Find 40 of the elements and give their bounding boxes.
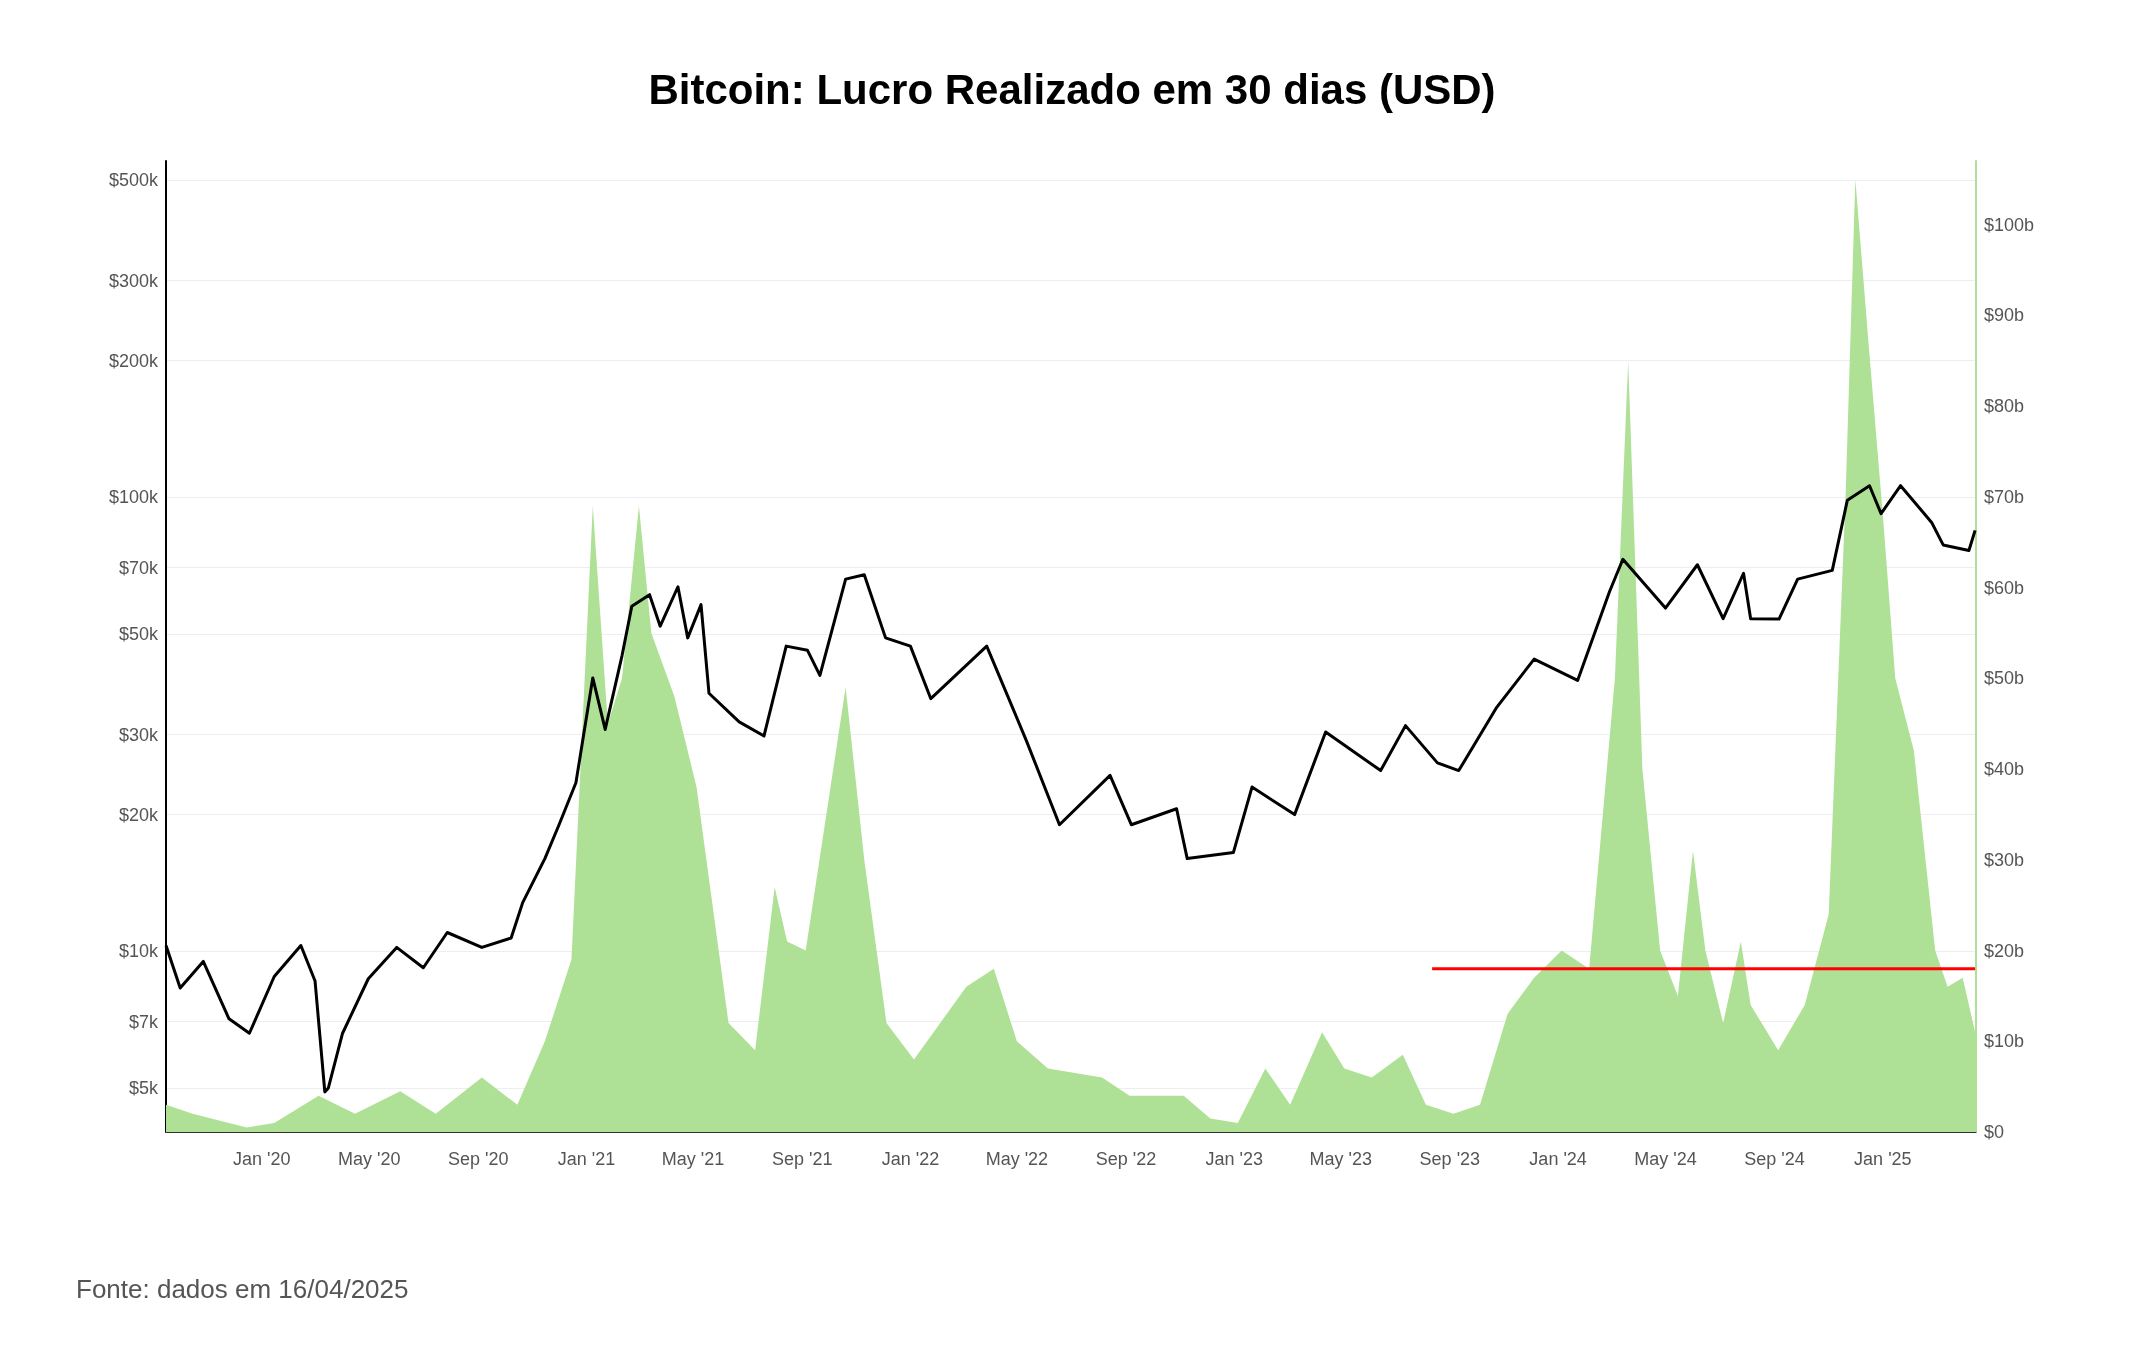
y-tick-label: $200k bbox=[108, 350, 159, 371]
x-tick-label: May '24 bbox=[1634, 1149, 1697, 1169]
x-tick-label: Jan '24 bbox=[1529, 1149, 1587, 1169]
y2-tick-label: $20b bbox=[1984, 940, 2025, 961]
y2-tick-label: $70b bbox=[1984, 486, 2025, 507]
y2-tick-label: $90b bbox=[1984, 305, 2025, 326]
y-tick-label: $50k bbox=[118, 623, 159, 644]
y2-tick-label: $40b bbox=[1984, 759, 2025, 780]
x-tick-label: Sep '24 bbox=[1744, 1149, 1805, 1169]
x-tick-label: Jan '25 bbox=[1854, 1149, 1912, 1169]
y2-tick-label: $0 bbox=[1984, 1122, 2005, 1142]
y2-tick-label: $30b bbox=[1984, 849, 2025, 870]
y-tick-label: $70k bbox=[118, 557, 159, 578]
y-tick-label: $20k bbox=[118, 804, 159, 825]
x-tick-label: May '21 bbox=[661, 1149, 725, 1169]
x-tick-label: Sep '20 bbox=[448, 1149, 509, 1169]
source-note: Fonte: dados em 16/04/2025 bbox=[76, 1274, 409, 1304]
y2-tick-label: $80b bbox=[1984, 396, 2025, 417]
y-tick-label: $10k bbox=[118, 941, 159, 962]
x-tick-label: May '23 bbox=[1309, 1149, 1372, 1169]
chart-title: Bitcoin: Lucro Realizado em 30 dias (USD) bbox=[648, 65, 1496, 113]
x-tick-label: May '20 bbox=[337, 1149, 401, 1169]
y-tick-label: $5k bbox=[128, 1077, 159, 1098]
y2-tick-label: $50b bbox=[1984, 668, 2025, 689]
y-tick-label: $7k bbox=[128, 1011, 159, 1032]
x-tick-label: Sep '23 bbox=[1419, 1149, 1481, 1169]
y2-tick-label: $10b bbox=[1984, 1031, 2025, 1052]
y-tick-label: $300k bbox=[108, 270, 159, 291]
x-tick-label: Sep '22 bbox=[1095, 1149, 1157, 1169]
x-tick-label: Jan '20 bbox=[233, 1149, 291, 1169]
x-tick-label: May '22 bbox=[985, 1149, 1049, 1169]
x-tick-label: Sep '21 bbox=[771, 1149, 833, 1169]
y-tick-label: $100k bbox=[108, 487, 159, 508]
y2-tick-label: $60b bbox=[1984, 577, 2025, 598]
y2-tick-label: $100b bbox=[1984, 214, 2035, 235]
x-tick-label: Jan '22 bbox=[881, 1149, 940, 1169]
y-tick-label: $500k bbox=[108, 169, 159, 190]
y-tick-label: $30k bbox=[118, 724, 159, 745]
x-tick-label: Jan '21 bbox=[557, 1149, 616, 1169]
x-tick-label: Jan '23 bbox=[1205, 1149, 1263, 1169]
